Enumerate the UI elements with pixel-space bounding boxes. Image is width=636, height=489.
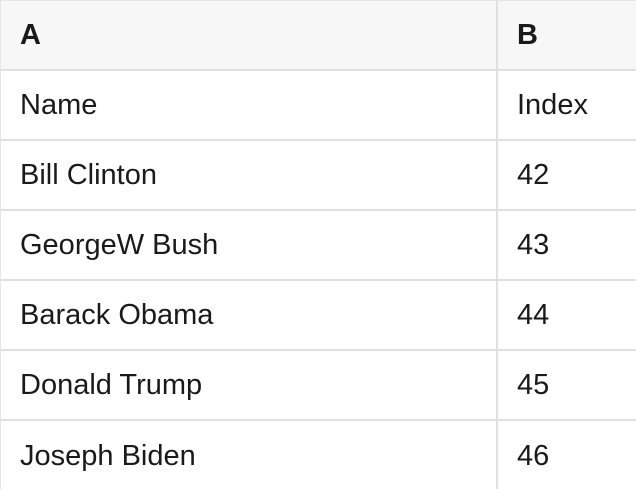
- cell-a5[interactable]: Donald Trump: [1, 351, 498, 421]
- cell-b6[interactable]: 46: [498, 421, 636, 489]
- cell-b3[interactable]: 43: [498, 211, 636, 281]
- cell-b5[interactable]: 45: [498, 351, 636, 421]
- table-row: Name Index: [1, 71, 636, 141]
- cell-a3[interactable]: GeorgeW Bush: [1, 211, 498, 281]
- table-row: Barack Obama 44: [1, 281, 636, 351]
- cell-b1-index[interactable]: Index: [498, 71, 636, 141]
- cell-b4[interactable]: 44: [498, 281, 636, 351]
- table-row: Bill Clinton 42: [1, 141, 636, 211]
- column-header-b[interactable]: B: [498, 1, 636, 71]
- cell-a6[interactable]: Joseph Biden: [1, 421, 498, 489]
- cell-a1-name[interactable]: Name: [1, 71, 498, 141]
- table-row: Joseph Biden 46: [1, 421, 636, 489]
- table-row: Donald Trump 45: [1, 351, 636, 421]
- column-header-a[interactable]: A: [1, 1, 498, 71]
- cell-a4[interactable]: Barack Obama: [1, 281, 498, 351]
- cell-b2[interactable]: 42: [498, 141, 636, 211]
- column-header-row: A B: [1, 1, 636, 71]
- table-row: GeorgeW Bush 43: [1, 211, 636, 281]
- cell-a2[interactable]: Bill Clinton: [1, 141, 498, 211]
